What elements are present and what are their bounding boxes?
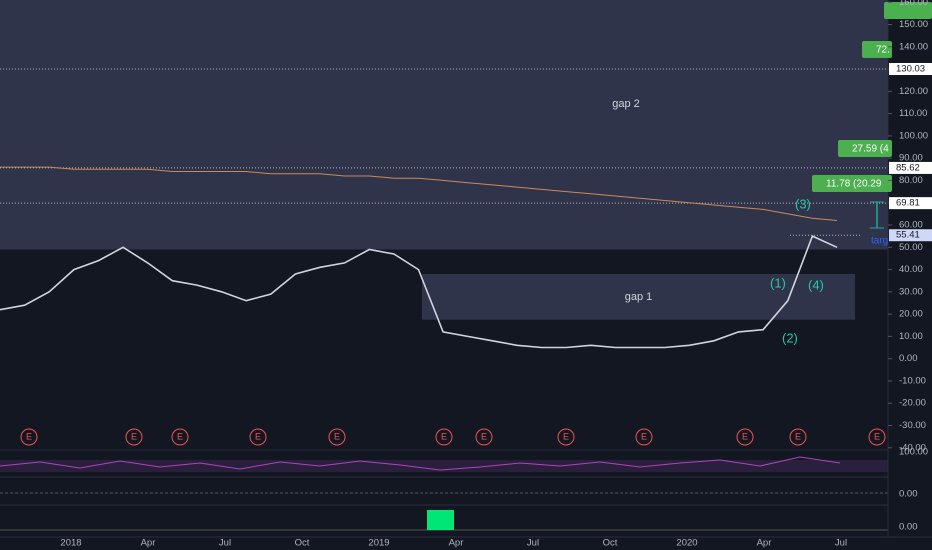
earnings-label: E <box>874 431 880 441</box>
y-tick-label: 90.00 <box>899 153 923 164</box>
earnings-label: E <box>441 431 447 441</box>
levels <box>0 68 888 236</box>
earnings-label: E <box>795 431 801 441</box>
panel-tick-label: 0.00 <box>899 522 918 533</box>
y-tick-label: 150.00 <box>899 19 928 30</box>
price-level-label: 85.62 <box>896 162 920 173</box>
rsi-line <box>0 456 841 471</box>
earnings-marker <box>328 428 346 446</box>
price-level-box <box>889 229 932 242</box>
y-tick-label: 50.00 <box>899 242 923 253</box>
annotation: targ <box>871 236 888 247</box>
earnings-label: E <box>177 431 183 441</box>
y-tick-label: 100.00 <box>899 130 928 141</box>
panel-tick-label: 0.00 <box>899 489 918 500</box>
badge <box>862 41 892 58</box>
x-tick-label: Oct <box>603 538 618 549</box>
plot <box>0 166 838 349</box>
histogram-block <box>427 510 454 530</box>
earnings-label: E <box>641 431 647 441</box>
y-tick-label: 10.00 <box>899 331 923 342</box>
x-tick-label: 2020 <box>676 538 697 549</box>
gap-zone <box>0 0 888 250</box>
earnings-marker <box>435 428 453 446</box>
series-line <box>0 235 838 349</box>
zone-label: gap 2 <box>612 98 640 110</box>
price-level-box <box>889 161 932 174</box>
x-tick-label: Oct <box>295 538 310 549</box>
annotation: 27.59 (4 <box>852 144 889 155</box>
y-tick-label: 30.00 <box>899 286 923 297</box>
earnings-label: E <box>26 431 32 441</box>
y-tick-label: 0.00 <box>899 353 918 364</box>
zones: gap 2 gap 1 <box>0 0 888 320</box>
wave-label: (4) <box>808 277 824 292</box>
x-tick-label: 2018 <box>60 538 81 549</box>
x-tick-label: Jul <box>835 538 847 549</box>
x-tick-label: Apr <box>141 538 156 549</box>
y-tick-label: -10.00 <box>899 375 926 386</box>
earnings-marker <box>736 428 754 446</box>
y-tick-label: 120.00 <box>899 86 928 97</box>
wave-label: (3) <box>795 196 811 211</box>
panel-tick-label: 100.00 <box>899 447 928 458</box>
earnings-marker <box>475 428 493 446</box>
price-axis: -40.00 -30.00 -20.00 -10.00 0.00 10.00 20.00 30… <box>888 0 932 453</box>
badge <box>838 140 892 157</box>
wave-label: (1) <box>770 275 786 290</box>
annotation: 72. <box>876 45 890 56</box>
price-level-box <box>889 62 932 75</box>
earnings-label: E <box>563 431 569 441</box>
y-tick-label: -20.00 <box>899 398 926 409</box>
y-tick-label: 110.00 <box>899 108 927 119</box>
earnings-marker <box>20 428 38 446</box>
earnings-label: E <box>131 431 137 441</box>
y-tick-label: 40.00 <box>899 264 923 275</box>
badge <box>812 175 892 192</box>
earnings-marker <box>557 428 575 446</box>
badge <box>884 2 932 19</box>
y-tick-label: 160.00 <box>899 0 928 8</box>
annotation: 11.78 (20.29 <box>826 179 882 190</box>
earnings-marker <box>249 428 267 446</box>
x-tick-label: Apr <box>449 538 464 549</box>
x-tick-label: Jul <box>219 538 231 549</box>
y-tick-label: 80.00 <box>899 175 923 186</box>
earnings-marker <box>868 428 886 446</box>
price-level-label: 55.41 <box>896 230 920 241</box>
y-tick-label: -30.00 <box>899 420 926 431</box>
gap-zone <box>422 274 855 320</box>
price-level-label: 69.81 <box>896 198 920 209</box>
earnings-label: E <box>334 431 340 441</box>
y-tick-label: 60.00 <box>899 220 923 231</box>
zone-label: gap 1 <box>625 291 653 303</box>
earnings-label: E <box>742 431 748 441</box>
price-level-box <box>889 197 932 210</box>
earnings-marker <box>635 428 653 446</box>
earnings-label: E <box>481 431 487 441</box>
price-level-label: 130.03 <box>896 64 925 75</box>
y-tick-label: -40.00 <box>899 442 926 453</box>
earnings-marker <box>125 428 143 446</box>
earnings-marker <box>171 428 189 446</box>
x-tick-label: Jul <box>527 538 539 549</box>
y-tick-label: 140.00 <box>899 41 928 52</box>
rsi-band <box>0 460 888 472</box>
earnings-label: E <box>255 431 261 441</box>
x-tick-label: Apr <box>757 538 772 549</box>
series-line <box>0 166 838 221</box>
earnings-marker <box>789 428 807 446</box>
y-tick-label: 20.00 <box>899 309 923 320</box>
wave-label: (2) <box>782 330 798 345</box>
x-tick-label: 2019 <box>368 538 389 549</box>
